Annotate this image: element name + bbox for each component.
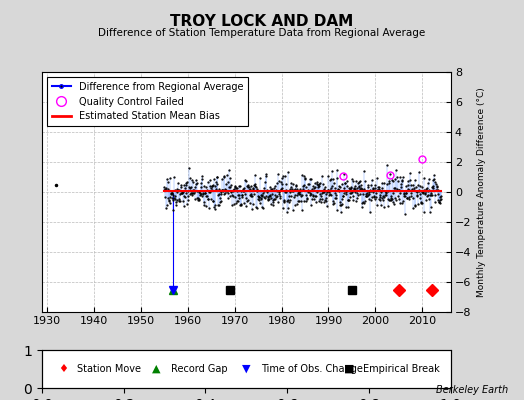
Text: TROY LOCK AND DAM: TROY LOCK AND DAM (170, 14, 354, 29)
Text: ♦: ♦ (58, 364, 68, 374)
Legend: Difference from Regional Average, Quality Control Failed, Estimated Station Mean: Difference from Regional Average, Qualit… (47, 77, 248, 126)
Text: Station Move: Station Move (77, 364, 140, 374)
Text: Time of Obs. Change: Time of Obs. Change (260, 364, 363, 374)
Text: ▼: ▼ (242, 364, 250, 374)
Text: Empirical Break: Empirical Break (363, 364, 440, 374)
Text: Difference of Station Temperature Data from Regional Average: Difference of Station Temperature Data f… (99, 28, 425, 38)
Text: Record Gap: Record Gap (171, 364, 227, 374)
Text: Berkeley Earth: Berkeley Earth (436, 385, 508, 395)
Y-axis label: Monthly Temperature Anomaly Difference (°C): Monthly Temperature Anomaly Difference (… (477, 87, 486, 297)
Text: ▲: ▲ (152, 364, 161, 374)
Text: ■: ■ (344, 364, 355, 374)
